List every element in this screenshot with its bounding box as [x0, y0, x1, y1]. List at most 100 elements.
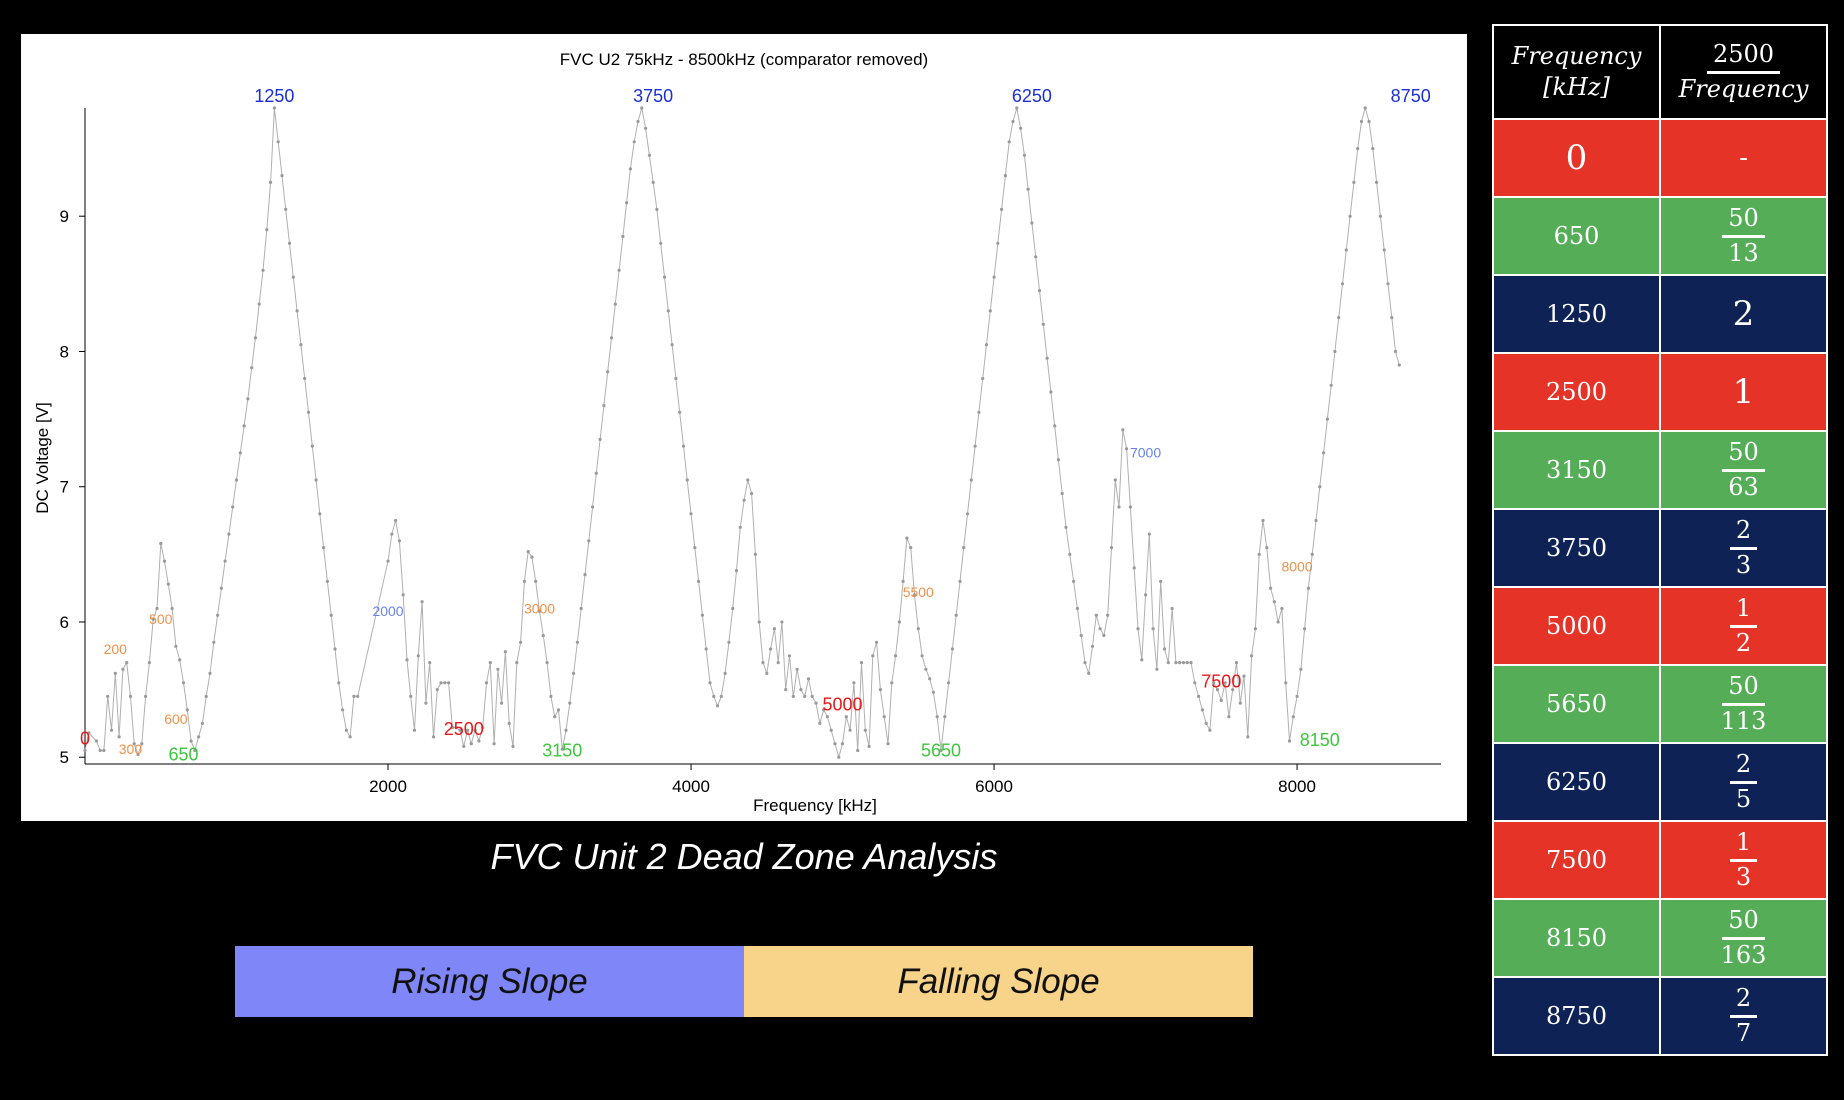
- data-point: [734, 569, 739, 573]
- data-point: [780, 620, 784, 624]
- data-point: [818, 721, 822, 726]
- frequency-cell: 5650: [1492, 664, 1661, 744]
- data-point: [1098, 627, 1102, 631]
- data-label: 500: [149, 611, 173, 627]
- data-point: [280, 174, 284, 178]
- data-point: [685, 478, 689, 482]
- data-point: [1284, 681, 1288, 685]
- data-point: [257, 302, 261, 306]
- chart-panel: FVC U2 75kHz - 8500kHz (comparator remov…: [21, 34, 1467, 821]
- data-point: [117, 735, 121, 739]
- table-row: 7500 1 3: [1492, 820, 1828, 900]
- data-point: [890, 681, 894, 685]
- data-point: [269, 180, 273, 184]
- data-point: [848, 728, 852, 732]
- data-point: [583, 573, 587, 577]
- data-point: [757, 620, 761, 624]
- data-point: [303, 376, 307, 381]
- legend-falling-slope: Falling Slope: [744, 946, 1253, 1017]
- ratio-numerator: 2: [1729, 750, 1758, 784]
- data-point: [784, 688, 788, 692]
- data-point: [935, 715, 939, 719]
- data-point: [947, 681, 951, 685]
- data-point: [1306, 586, 1310, 590]
- data-point: [1208, 728, 1212, 732]
- data-point: [981, 376, 985, 381]
- data-point: [1318, 485, 1322, 489]
- data-point: [231, 505, 235, 509]
- data-point: [253, 336, 257, 340]
- ratio-denominator: 13: [1728, 238, 1759, 267]
- data-point: [284, 207, 288, 211]
- y-tick-label: 5: [60, 748, 69, 767]
- data-point: [185, 708, 189, 712]
- data-label: 2500: [444, 719, 484, 739]
- data-point: [246, 397, 250, 401]
- data-point: [882, 715, 886, 719]
- data-point: [155, 606, 159, 611]
- data-point: [647, 153, 652, 157]
- table-row: 0-: [1492, 118, 1828, 198]
- frequency-cell: 8750: [1492, 976, 1661, 1056]
- data-point: [1234, 661, 1239, 665]
- data-point: [265, 228, 269, 232]
- data-point: [1212, 681, 1216, 685]
- data-label: 8000: [1281, 558, 1312, 574]
- data-point: [662, 275, 667, 279]
- data-point: [1375, 180, 1379, 184]
- data-point: [223, 559, 227, 563]
- data-point: [1204, 721, 1208, 726]
- ratio-value: 2: [1732, 294, 1755, 334]
- data-point: [1034, 255, 1038, 259]
- data-point: [795, 667, 799, 671]
- data-point: [886, 742, 890, 746]
- frequency-cell: 5000: [1492, 586, 1661, 666]
- data-point: [1181, 661, 1185, 665]
- data-point: [1094, 613, 1098, 617]
- data-point: [159, 541, 163, 546]
- data-point: [1193, 681, 1197, 685]
- data-point: [977, 410, 981, 414]
- data-point: [1189, 661, 1193, 665]
- data-label: 8150: [1300, 730, 1340, 750]
- data-point: [738, 525, 742, 529]
- ratio-numerator: 1: [1729, 594, 1758, 628]
- data-point: [901, 579, 905, 584]
- frequency-ratio-table: Frequency [kHz] 2500 Frequency 0-650 50 13…: [1492, 24, 1828, 1056]
- data-point: [306, 410, 311, 414]
- data-point: [1030, 221, 1034, 225]
- data-point: [1393, 349, 1398, 354]
- data-point: [102, 748, 106, 753]
- data-label: 5500: [903, 584, 934, 600]
- data-label: 0: [80, 728, 90, 748]
- data-point: [1359, 119, 1364, 124]
- data-point: [875, 640, 879, 644]
- data-point: [261, 268, 265, 272]
- data-point: [1287, 739, 1292, 743]
- data-point: [1075, 606, 1079, 611]
- data-point: [526, 550, 530, 554]
- data-point: [897, 620, 902, 624]
- data-point: [1106, 613, 1110, 617]
- data-point: [140, 742, 144, 746]
- data-point: [602, 404, 606, 408]
- data-point: [731, 606, 735, 611]
- data-point: [144, 694, 148, 699]
- table-row: 8150 50 163: [1492, 898, 1828, 978]
- data-point: [1109, 546, 1114, 550]
- data-point: [469, 742, 473, 746]
- data-point: [1276, 620, 1280, 624]
- data-point: [1060, 491, 1064, 496]
- data-point: [996, 241, 1000, 245]
- data-point: [1011, 119, 1015, 124]
- data-point: [545, 661, 549, 665]
- data-point: [655, 207, 659, 211]
- data-point: [295, 309, 299, 313]
- data-point: [1121, 428, 1125, 432]
- x-axis-label: Frequency [kHz]: [753, 796, 877, 815]
- data-point: [799, 688, 803, 692]
- data-point: [644, 126, 648, 130]
- data-point: [113, 671, 117, 676]
- x-tick-label: 2000: [369, 777, 407, 796]
